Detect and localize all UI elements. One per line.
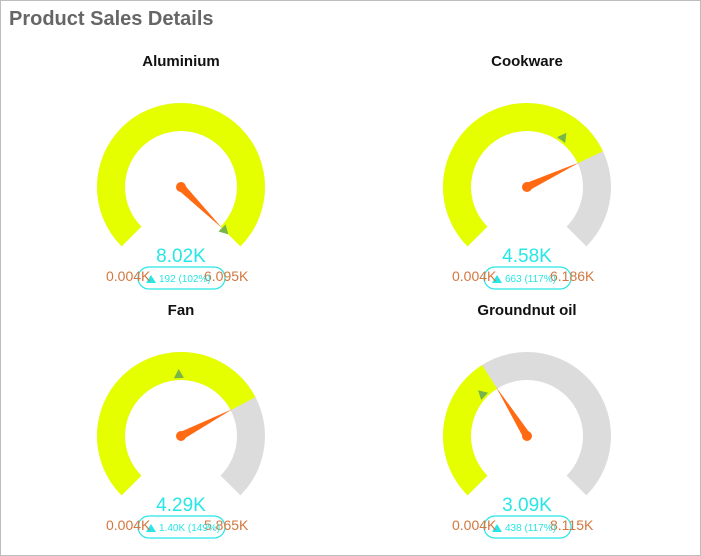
- gauge-aluminium[interactable]: Aluminium 0.004K 6.095K 8.02K 192 (102%): [56, 53, 306, 303]
- gauge-needle-hub: [176, 182, 186, 192]
- gauge-fan[interactable]: Fan 0.004K 5.865K 4.29K 1.40K (149%): [56, 302, 306, 552]
- delta-pill: [137, 515, 226, 539]
- gauge-value-band: [97, 352, 256, 496]
- gauge-cookware[interactable]: Cookware 0.004K 6.186K 4.58K 663 (117%): [402, 53, 652, 303]
- delta-label: 1.40K (149%): [159, 523, 220, 534]
- gauge-max-label: 6.186K: [550, 268, 595, 284]
- gauge-needle: [178, 184, 223, 229]
- target-marker: [478, 390, 489, 401]
- gauge-needle: [525, 162, 580, 191]
- gauge-max-label: 6.095K: [204, 268, 249, 284]
- gauge-title: Fan: [167, 302, 195, 319]
- delta-pill: [483, 266, 572, 290]
- gauge-value-label: 4.29K: [156, 495, 206, 516]
- gauge-max-label: 8.115K: [550, 517, 594, 533]
- delta-up-icon: [492, 275, 502, 283]
- delta-label: 438 (117%): [505, 523, 556, 534]
- gauge-value-label: 4.58K: [502, 246, 552, 267]
- gauge-needle-hub: [176, 431, 186, 441]
- page-title: Product Sales Details: [9, 8, 214, 30]
- gauge-needle-hub: [522, 182, 532, 192]
- gauge-needle: [179, 409, 233, 440]
- delta-label: 663 (117%): [505, 274, 556, 285]
- delta-label: 192 (102%): [159, 274, 211, 285]
- gauge-value-label: 8.02K: [156, 246, 206, 267]
- target-marker: [218, 224, 229, 235]
- gauge-groundnut-oil[interactable]: Groundnut oil 0.004K 8.115K 3.09K 438 (117%…: [402, 302, 652, 552]
- gauge-title: Groundnut oil: [477, 302, 577, 319]
- gauge-min-label: 0.004K: [106, 268, 151, 284]
- gauge-value-label: 3.09K: [502, 495, 552, 516]
- gauge-min-label: 0.004K: [106, 517, 151, 533]
- gauge-needle-hub: [522, 431, 532, 441]
- delta-up-icon: [492, 524, 502, 532]
- gauge-needle: [496, 386, 531, 439]
- target-marker: [557, 132, 567, 144]
- delta-pill: [137, 266, 226, 290]
- gauge-max-label: 5.865K: [204, 517, 249, 533]
- gauge-min-label: 0.004K: [452, 517, 497, 533]
- delta-pill: [483, 515, 572, 539]
- gauge-value-band: [97, 103, 265, 247]
- target-marker: [173, 369, 184, 379]
- delta-up-icon: [146, 524, 156, 532]
- delta-up-icon: [146, 275, 156, 283]
- gauge-min-label: 0.004K: [452, 268, 497, 284]
- gauge-title: Cookware: [491, 53, 563, 70]
- gauge-value-band: [442, 364, 498, 496]
- gauge-title: Aluminium: [142, 53, 220, 70]
